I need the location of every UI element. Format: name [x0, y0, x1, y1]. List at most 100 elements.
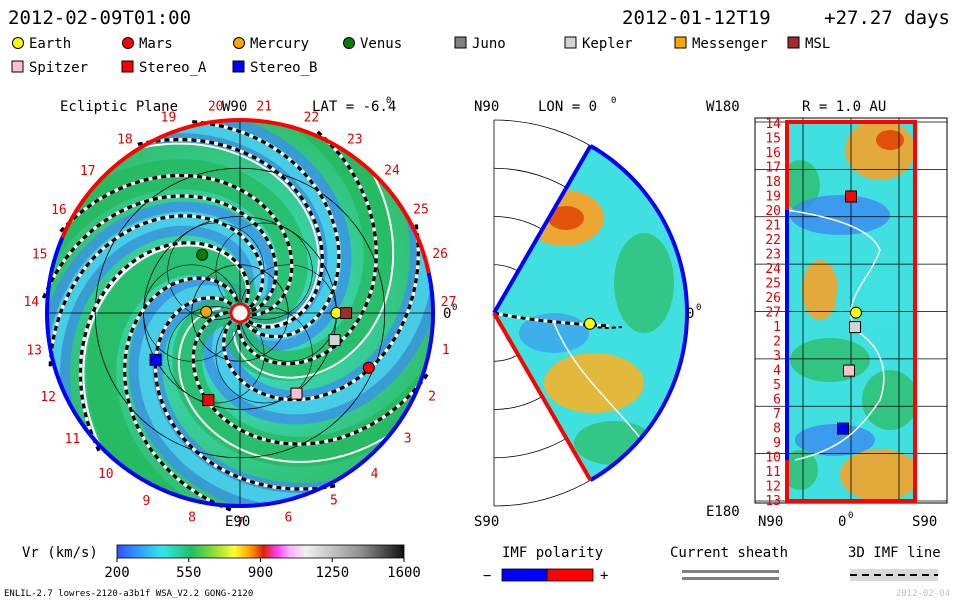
footer-right: 2012-02-04	[896, 589, 950, 599]
carrington-row-label: 24	[765, 262, 781, 277]
body-stereo-a	[202, 394, 215, 407]
rotation-label: 2	[428, 390, 436, 405]
rotation-label: 9	[142, 494, 150, 509]
carrington-row-label: 17	[765, 161, 781, 176]
imf-minus-label: −	[483, 568, 491, 584]
carrington-row-label: 19	[765, 190, 781, 205]
imf-line-label: 3D IMF line	[848, 545, 941, 561]
header-right-datetime: 2012-01-12T19	[622, 7, 771, 29]
legend-label: Spitzer	[29, 60, 88, 76]
carrington-panel: W180 R = 1.0 AU 141516171819202122232425…	[706, 99, 948, 530]
carrington-row-label: 9	[773, 436, 781, 451]
rotation-label: 11	[65, 432, 81, 447]
rotation-label: 4	[371, 467, 379, 482]
imf-negative-swatch	[501, 568, 548, 582]
colorbar: Vr (km/s) 200 550 900 1250 1600	[22, 544, 421, 581]
carrington-row-label: 5	[773, 378, 781, 393]
legend-marker	[122, 37, 134, 49]
legend-label: Stereo_A	[139, 60, 207, 76]
rotation-label: 7	[236, 516, 244, 531]
ecliptic-polarity-rim	[45, 118, 435, 508]
meridional-lon-sup: 0	[611, 96, 616, 106]
carrington-row-label: 2	[773, 335, 781, 350]
carrington-row-labels: 1415161718192021222324252627123456789101…	[765, 117, 781, 509]
rotation-label: 22	[304, 111, 320, 126]
legend-marker	[674, 36, 687, 49]
rotation-label: 15	[32, 247, 48, 262]
imf-line-swatch	[850, 569, 938, 581]
carrington-row-label: 16	[765, 146, 781, 161]
rotation-label: 12	[40, 390, 56, 405]
current-sheath-label: Current sheath	[670, 545, 788, 561]
legend-item-juno: Juno	[454, 36, 506, 52]
legend-label: Venus	[360, 36, 402, 52]
carrington-bottom-label-0: 0	[838, 514, 846, 530]
carrington-bodies	[837, 190, 862, 435]
carrington-r-label: R = 1.0 AU	[802, 99, 886, 115]
legend-marker	[343, 37, 355, 49]
carrington-bottom-left: E180	[706, 504, 740, 520]
body-mercury	[200, 305, 213, 318]
body-spitzer-carrington	[843, 364, 855, 377]
rotation-label: 10	[98, 467, 114, 482]
legend-label: Mars	[139, 36, 173, 52]
rotation-label: 3	[404, 432, 412, 447]
rotation-label: 8	[188, 510, 196, 525]
body-stereo-b	[149, 353, 162, 366]
legend-marker	[454, 36, 467, 49]
body-spitzer	[290, 387, 303, 400]
legend-label: Mercury	[250, 36, 309, 52]
body-kepler-carrington	[849, 321, 861, 334]
legend-label: Earth	[29, 36, 71, 52]
rotation-label: 13	[26, 344, 42, 359]
rotation-label: 6	[284, 510, 292, 525]
ecliptic-top-label: W90	[222, 99, 247, 115]
colorbar-tick-label: 550	[176, 565, 201, 581]
carrington-row-label: 4	[773, 364, 781, 379]
ecliptic-imf-lines	[40, 119, 431, 513]
carrington-bottom-label-n90: N90	[758, 514, 783, 530]
carrington-row-label: 22	[765, 233, 781, 248]
legend-marker	[233, 37, 245, 49]
colorbar-ticks: 200 550 900 1250 1600	[104, 558, 421, 581]
legend-item-spitzer: Spitzer	[11, 60, 88, 76]
legend-item-stereo-b: Stereo_B	[232, 60, 317, 76]
sun-marker	[229, 302, 251, 324]
carrington-row-label: 23	[765, 248, 781, 263]
imf-polarity-label: IMF polarity	[502, 545, 603, 561]
legend-item-mars: Mars	[122, 36, 173, 52]
legend-item-msl: MSL	[787, 36, 830, 52]
carrington-top-left: W180	[706, 99, 740, 115]
rotation-label: 26	[432, 247, 448, 262]
ecliptic-lat-label: LAT = -6.4	[312, 99, 396, 115]
carrington-row-label: 3	[773, 349, 781, 364]
body-earth-meridional	[583, 317, 596, 330]
meridional-lon-label: LON = 0	[538, 99, 597, 115]
rotation-label: 25	[413, 202, 429, 217]
current-sheath-line-1	[682, 570, 779, 573]
rotation-label: 5	[330, 494, 338, 509]
carrington-row-label: 27	[765, 306, 781, 321]
meridional-speed-map	[494, 145, 687, 481]
legend-marker	[564, 36, 577, 49]
meridional-top-left: N90	[474, 99, 499, 115]
legend-label: Juno	[472, 36, 506, 52]
colorbar-tick-label: 200	[104, 565, 129, 581]
colorbar-label: Vr (km/s)	[22, 545, 98, 561]
carrington-row-label: 18	[765, 175, 781, 190]
imf-polarity-key: IMF polarity − +	[483, 545, 608, 584]
ecliptic-bottom-label: E90	[225, 514, 250, 530]
rotation-label: 27	[441, 295, 457, 310]
legend: Earth Mars Mercury Venus Juno Kepler Messenger…	[11, 36, 830, 76]
carrington-row-label: 26	[765, 291, 781, 306]
colorbar-tick-label: 900	[248, 565, 273, 581]
body-stereo-b-carrington	[837, 422, 849, 435]
ecliptic-right-label: 0	[443, 306, 451, 322]
carrington-row-label: 10	[765, 451, 781, 466]
imf-plus-label: +	[600, 568, 608, 584]
meridional-bottom-left: S90	[474, 514, 499, 530]
legend-marker	[232, 60, 245, 73]
